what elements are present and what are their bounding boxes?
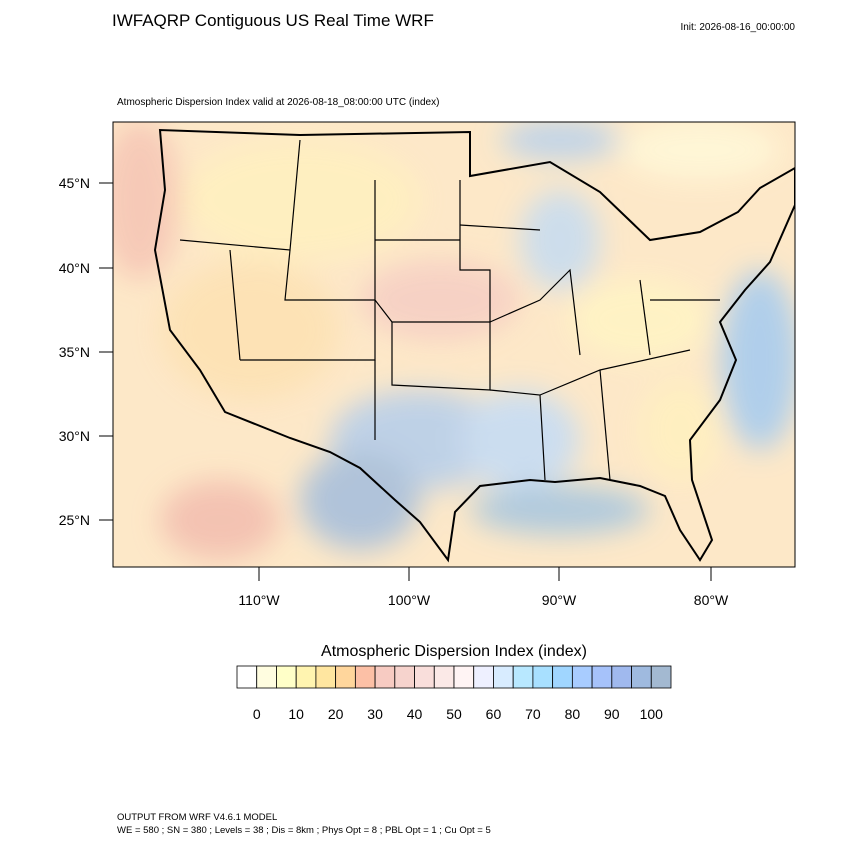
colorbar-box bbox=[394, 665, 415, 689]
colorbar-box bbox=[453, 665, 475, 689]
colorbar-box bbox=[611, 665, 632, 689]
colorbar-label: 0 bbox=[253, 706, 261, 722]
lon-label: 110°W bbox=[238, 592, 280, 608]
footer-line: OUTPUT FROM WRF V4.6.1 MODEL bbox=[117, 812, 277, 823]
map-field bbox=[113, 122, 795, 567]
lat-label: 25°N bbox=[59, 512, 90, 528]
colorbar-label: 90 bbox=[604, 706, 620, 722]
colorbar-box bbox=[512, 665, 534, 689]
colorbar-box bbox=[532, 665, 554, 689]
colorbar-box bbox=[591, 665, 613, 689]
colorbar-box bbox=[650, 665, 672, 689]
lon-label: 90°W bbox=[542, 592, 577, 608]
lat-label: 35°N bbox=[59, 344, 90, 360]
title: IWFAQRP Contiguous US Real Time WRF bbox=[112, 11, 434, 30]
colorbar-label: 100 bbox=[640, 706, 664, 722]
colorbar-box bbox=[414, 665, 435, 689]
colorbar-box bbox=[256, 665, 277, 689]
map-axes: 45°N 40°N 35°N 30°N 25°N 110°W 100°W 90°W 80°W bbox=[59, 175, 729, 608]
colorbar-label: 30 bbox=[367, 706, 383, 722]
colorbar-box bbox=[276, 665, 297, 689]
colorbar-box bbox=[433, 665, 455, 689]
lat-label: 40°N bbox=[59, 260, 90, 276]
colorbar-box bbox=[295, 665, 317, 689]
colorbar-box bbox=[493, 665, 514, 689]
colorbar-label: 50 bbox=[446, 706, 462, 722]
colorbar-box bbox=[571, 665, 593, 689]
colorbar-box bbox=[236, 665, 258, 689]
lat-label: 30°N bbox=[59, 428, 90, 444]
colorbar-label: 10 bbox=[288, 706, 304, 722]
colorbar-title: Atmospheric Dispersion Index (index) bbox=[321, 643, 587, 660]
colorbar: 0 10 20 30 40 50 60 70 80 90 100 bbox=[236, 665, 672, 722]
colorbar-box bbox=[552, 665, 573, 689]
colorbar-label: 80 bbox=[565, 706, 581, 722]
map-frame bbox=[112, 121, 796, 568]
colorbar-box bbox=[374, 665, 396, 689]
colorbar-label: 40 bbox=[407, 706, 423, 722]
map-subtitle: Atmospheric Dispersion Index valid at 20… bbox=[117, 97, 439, 108]
colorbar-box bbox=[354, 665, 376, 689]
lat-label: 45°N bbox=[59, 175, 90, 191]
lon-label: 100°W bbox=[388, 592, 431, 608]
lon-label: 80°W bbox=[694, 592, 729, 608]
colorbar-box bbox=[473, 665, 494, 689]
colorbar-box bbox=[631, 665, 652, 689]
init-time: Init: 2026-08-16_00:00:00 bbox=[680, 22, 795, 33]
colorbar-label: 70 bbox=[525, 706, 541, 722]
footer-line: WE = 580 ; SN = 380 ; Levels = 38 ; Dis … bbox=[117, 825, 491, 836]
colorbar-box bbox=[315, 665, 337, 689]
colorbar-box bbox=[335, 665, 356, 689]
colorbar-label: 60 bbox=[486, 706, 502, 722]
colorbar-label: 20 bbox=[328, 706, 344, 722]
